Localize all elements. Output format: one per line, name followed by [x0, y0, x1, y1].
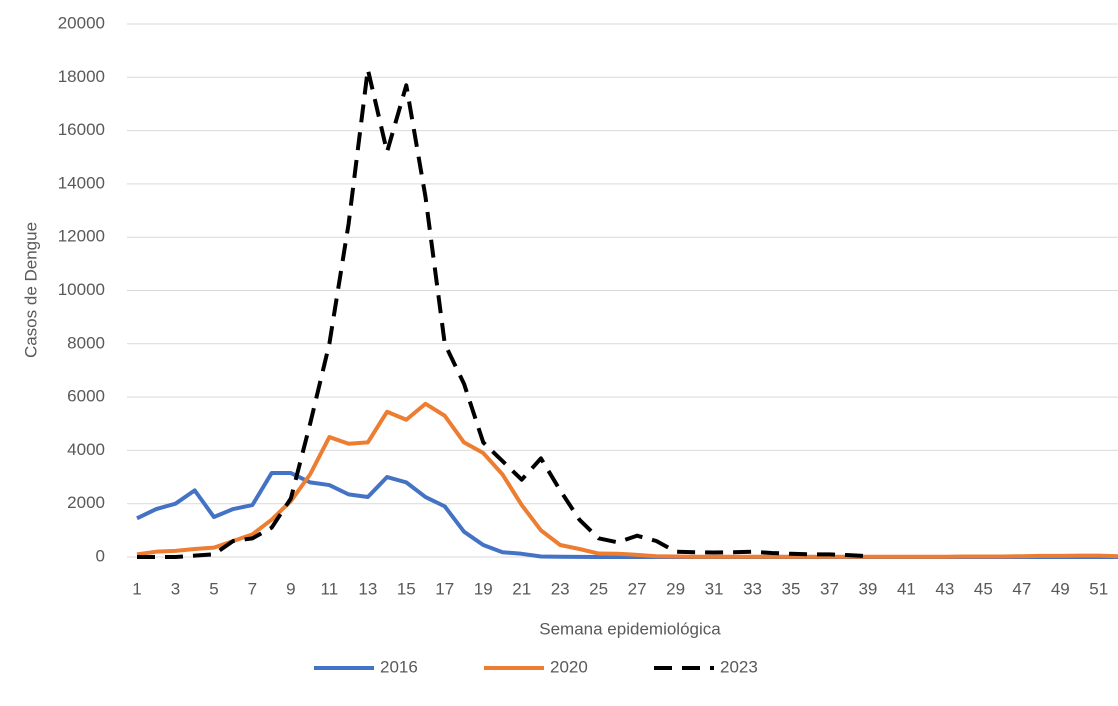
x-tick-label: 45	[974, 579, 993, 598]
x-tick-label: 15	[397, 579, 416, 598]
y-tick-label: 0	[96, 546, 105, 565]
x-tick-label: 11	[321, 579, 339, 598]
x-tick-label: 21	[512, 579, 531, 598]
x-tick-label: 41	[897, 579, 916, 598]
x-tick-label: 23	[551, 579, 570, 598]
x-tick-label: 31	[705, 579, 724, 598]
series-line	[136, 471, 1118, 559]
x-tick-label: 3	[171, 579, 180, 598]
x-tick-label: 25	[589, 579, 608, 598]
series-line	[137, 67, 869, 559]
x-tick-label: 43	[935, 579, 954, 598]
x-tick-label: 7	[248, 579, 257, 598]
series-line	[136, 401, 1118, 559]
x-tick-label: 5	[209, 579, 218, 598]
y-tick-label: 10000	[58, 280, 105, 299]
y-axis-label: Casos de Dengue	[21, 222, 40, 358]
x-tick-label: 19	[474, 579, 493, 598]
y-tick-label: 2000	[67, 493, 105, 512]
y-tick-label: 14000	[58, 173, 105, 192]
y-tick-label: 8000	[67, 333, 105, 352]
x-tick-label: 29	[666, 579, 685, 598]
y-tick-label: 18000	[58, 67, 105, 86]
x-tick-label: 1	[132, 579, 141, 598]
y-tick-label: 20000	[58, 13, 105, 32]
x-tick-label: 9	[286, 579, 295, 598]
y-tick-label: 16000	[58, 120, 105, 139]
y-tick-label: 4000	[67, 440, 105, 459]
x-axis-label: Semana epidemiológica	[539, 619, 721, 638]
x-tick-label: 33	[743, 579, 762, 598]
x-tick-label: 37	[820, 579, 839, 598]
x-tick-label: 51	[1089, 579, 1108, 598]
x-tick-label: 47	[1012, 579, 1031, 598]
y-tick-label: 12000	[58, 227, 105, 246]
x-tick-label: 35	[782, 579, 801, 598]
x-tick-label: 17	[435, 579, 454, 598]
y-tick-label: 6000	[67, 387, 105, 406]
x-tick-label: 13	[358, 579, 377, 598]
legend-label: 2023	[720, 657, 758, 676]
legend-label: 2016	[380, 657, 418, 676]
x-tick-label: 27	[628, 579, 647, 598]
x-tick-label: 49	[1051, 579, 1070, 598]
x-tick-label: 39	[858, 579, 877, 598]
legend-label: 2020	[550, 657, 588, 676]
